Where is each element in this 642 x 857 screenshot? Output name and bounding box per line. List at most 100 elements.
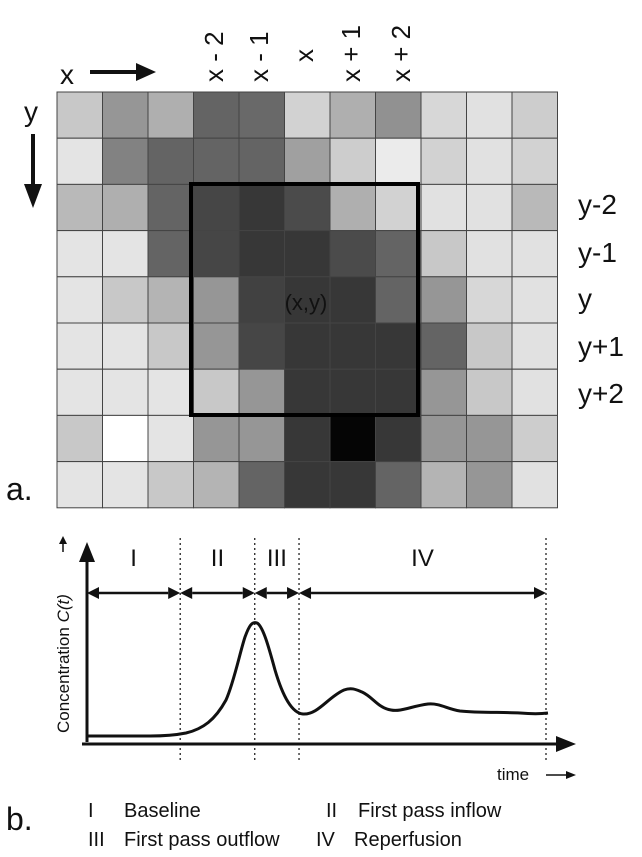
phase-arrow (180, 587, 255, 599)
legend-roman: IV (316, 829, 336, 851)
x-axis-label: time (497, 765, 529, 784)
row-label: y-1 (578, 237, 617, 268)
pixel-cell (147, 368, 194, 416)
pixel-cell (329, 230, 376, 278)
pixel-cell (329, 137, 376, 185)
pixel-cell (420, 322, 467, 370)
pixel-cell (147, 461, 194, 509)
pixel-cell (511, 368, 558, 416)
pixel-cell (329, 461, 376, 509)
pixel-cell (284, 414, 331, 463)
legend-phase-name: Baseline (124, 800, 201, 822)
pixel-cell (102, 276, 149, 324)
pixel-cell (466, 230, 513, 278)
pixel-cell (238, 183, 285, 232)
pixel-cell (466, 137, 513, 185)
pixel-cell (193, 276, 240, 324)
phase-label: II (211, 545, 224, 572)
pixel-cell (238, 91, 285, 139)
pixel-cell (56, 322, 103, 370)
pixel-cell (102, 414, 149, 463)
pixel-cell (56, 183, 103, 232)
pixel-cell (147, 276, 194, 324)
pixel-cell (56, 368, 103, 416)
y-axis-label: Concentration C(t) (54, 594, 73, 733)
phase-label: III (267, 545, 287, 572)
phase-legend: I Baseline II First pass inflow III Firs… (88, 800, 502, 851)
pixel-cell (284, 461, 331, 509)
pixel-cell (284, 276, 331, 324)
pixel-cell (420, 230, 467, 278)
column-label: x + 2 (386, 25, 416, 82)
legend-roman: II (326, 800, 337, 822)
pixel-cell (193, 368, 240, 416)
pixel-cell (375, 461, 422, 509)
pixel-cell (56, 137, 103, 185)
pixel-cell (193, 461, 240, 509)
pixel-cell (511, 137, 558, 185)
pixel-cell (420, 91, 467, 139)
concentration-curve (87, 621, 549, 738)
pixel-cell (56, 230, 103, 278)
pixel-cell (375, 137, 422, 185)
pixel-cell (420, 368, 467, 416)
phase-arrow (299, 587, 546, 599)
row-label: y-2 (578, 189, 617, 220)
pixel-cell (102, 137, 149, 185)
pixel-cell (329, 414, 376, 463)
pixel-cell (284, 137, 331, 185)
center-pixel-label: (x,y) (285, 290, 328, 315)
pixel-cell (193, 91, 240, 139)
pixel-cell (375, 183, 422, 232)
pixel-cell (147, 414, 194, 463)
x-direction-label: x (60, 59, 74, 90)
pixel-cell (329, 322, 376, 370)
legend-roman: I (88, 800, 94, 822)
row-labels: y-2 y-1 y y+1 y+2 (578, 189, 624, 409)
pixel-cell (284, 91, 331, 139)
phase-arrow (87, 587, 181, 599)
pixel-cell (466, 91, 513, 139)
pixel-cell (56, 91, 103, 139)
row-label: y (578, 283, 592, 314)
pixel-cell (466, 322, 513, 370)
pixel-cell (193, 183, 240, 232)
phase-label: I (130, 545, 137, 572)
legend-roman: III (88, 829, 105, 851)
pixel-cell (375, 230, 422, 278)
column-labels: x - 2 x - 1 x x + 1 x + 2 (199, 25, 416, 82)
pixel-cell (102, 322, 149, 370)
pixel-cell (420, 137, 467, 185)
pixel-cell (375, 368, 422, 416)
pixel-cell (420, 414, 467, 463)
pixel-cell (147, 137, 194, 185)
pixel-cell (238, 414, 285, 463)
pixel-cell (102, 230, 149, 278)
pixel-cell (329, 91, 376, 139)
pixel-cell (511, 91, 558, 139)
pixel-cell (147, 322, 194, 370)
column-label: x + 1 (336, 25, 366, 82)
pixel-cell (511, 414, 558, 463)
pixel-cell (420, 461, 467, 509)
panel-a: x y x - 2 x - 1 x x + 1 x + 2 (x,y) y-2 … (6, 25, 624, 509)
pixel-cell (238, 230, 285, 278)
pixel-cell (375, 91, 422, 139)
legend-phase-name: Reperfusion (354, 829, 462, 851)
phase-annotations: I II III IV (87, 538, 547, 760)
column-label: x - 2 (199, 31, 229, 82)
pixel-cell (329, 368, 376, 416)
pixel-cell (466, 414, 513, 463)
pixel-cell (147, 91, 194, 139)
phase-arrow (254, 587, 300, 599)
pixel-cell (56, 276, 103, 324)
pixel-cell (329, 183, 376, 232)
pixel-cell (102, 91, 149, 139)
pixel-cell (102, 183, 149, 232)
pixel-cell (420, 276, 467, 324)
pixel-cell (511, 230, 558, 278)
pixel-cell (238, 137, 285, 185)
column-label: x - 1 (244, 31, 274, 82)
pixel-cell (56, 414, 103, 463)
